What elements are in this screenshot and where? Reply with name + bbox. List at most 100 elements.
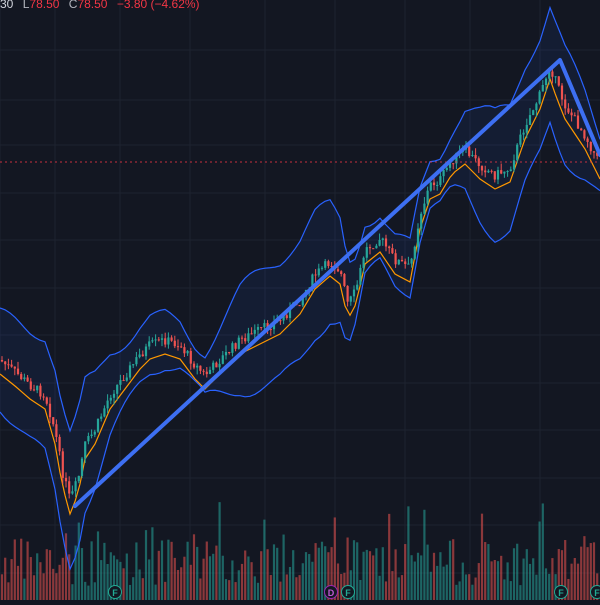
candle-body: [500, 170, 503, 174]
candle-body: [208, 369, 212, 375]
candle-body: [100, 416, 103, 419]
volume-bar: [320, 541, 324, 600]
candle-body: [253, 329, 256, 334]
dividend-marker[interactable]: D: [324, 585, 338, 599]
candle-body: [45, 397, 48, 404]
candle-body: [250, 333, 253, 335]
candle-body: [144, 346, 148, 357]
volume-bar: [538, 521, 541, 600]
volume-bar: [164, 581, 167, 600]
candle-body: [576, 115, 580, 129]
volume-bar: [285, 574, 288, 600]
candle-body: [487, 170, 490, 173]
bollinger-fill: [0, 7, 600, 570]
candle-body: [122, 380, 125, 382]
candle-body: [154, 339, 157, 341]
volume-bar: [298, 575, 301, 600]
candle-body: [260, 327, 263, 329]
candle-body: [112, 393, 116, 398]
candle-body: [490, 170, 493, 172]
candle-body: [346, 285, 349, 302]
volume-bar: [375, 548, 378, 600]
candle-body: [301, 296, 304, 306]
volume-bar: [420, 555, 423, 600]
volume-bar: [272, 544, 276, 600]
candle-body: [509, 169, 512, 172]
volume-bar: [160, 540, 164, 600]
volume-bar: [368, 551, 372, 600]
volume-bar: [496, 561, 500, 600]
bollinger-lower: [0, 120, 600, 571]
candle-body: [164, 338, 167, 345]
legend-change: −3.80 (−4.62%): [116, 0, 200, 11]
volume-bar: [567, 578, 570, 600]
volume-bar: [416, 552, 420, 600]
candle-body: [109, 397, 112, 401]
candle-body: [64, 477, 68, 482]
candle-body: [564, 99, 567, 109]
volume-bar: [90, 541, 93, 600]
candle-body: [394, 253, 397, 265]
volume-bar: [295, 577, 298, 600]
volume-bar: [532, 558, 535, 600]
volume-bar: [141, 578, 144, 600]
volume-bar: [477, 563, 480, 600]
candle-body: [573, 115, 576, 117]
volume-bar: [0, 574, 4, 600]
candle-body: [327, 261, 330, 266]
volume-bar: [224, 579, 228, 600]
candle-body: [493, 171, 496, 180]
volume-bar: [484, 542, 487, 600]
candle-body: [330, 265, 333, 267]
volume-bar: [400, 575, 404, 600]
candle-body: [439, 176, 442, 185]
volume-bar: [16, 565, 20, 600]
earnings-marker-4[interactable]: F: [590, 585, 600, 599]
volume-bar: [7, 582, 10, 600]
volume-bar: [509, 581, 512, 600]
volume-bar: [231, 560, 234, 600]
candle-body: [74, 481, 77, 492]
candle-body: [589, 141, 592, 152]
candle-body: [528, 115, 532, 125]
earnings-marker-1[interactable]: F: [108, 585, 122, 599]
earnings-marker-2[interactable]: F: [341, 585, 355, 599]
candle-body: [218, 363, 221, 368]
candle-body: [455, 152, 458, 164]
candle-body: [375, 245, 378, 249]
candle-body: [0, 360, 4, 362]
volume-bar: [180, 567, 183, 600]
candle-body: [391, 248, 394, 254]
volume-bar: [26, 541, 29, 600]
volume-bar: [404, 544, 407, 600]
volume-bar: [186, 541, 189, 600]
volume-bar: [512, 548, 516, 600]
volume-bar: [144, 530, 148, 600]
overlay-lines: [0, 58, 600, 508]
candle-body: [224, 351, 228, 356]
candle-body: [320, 267, 324, 269]
volume-bar: [125, 553, 128, 600]
volume-bar: [410, 555, 413, 600]
candle-body: [317, 268, 320, 276]
candle-body: [580, 128, 583, 131]
volume-bar: [138, 569, 141, 600]
volume-bar: [391, 571, 394, 600]
volume-bar: [253, 576, 256, 600]
candle-body: [349, 296, 352, 302]
candle-body: [404, 261, 407, 265]
earnings-marker-3[interactable]: F: [554, 585, 568, 599]
candle-body: [167, 337, 170, 345]
volume-bar: [199, 578, 202, 600]
volume-bar: [490, 561, 493, 600]
legend-close-label: C: [68, 0, 78, 11]
candle-body: [372, 248, 375, 250]
volume-bar: [208, 556, 212, 600]
candle-body: [247, 333, 250, 342]
candle-body: [560, 85, 564, 100]
candle-body: [170, 337, 173, 341]
candle-body: [26, 377, 29, 382]
